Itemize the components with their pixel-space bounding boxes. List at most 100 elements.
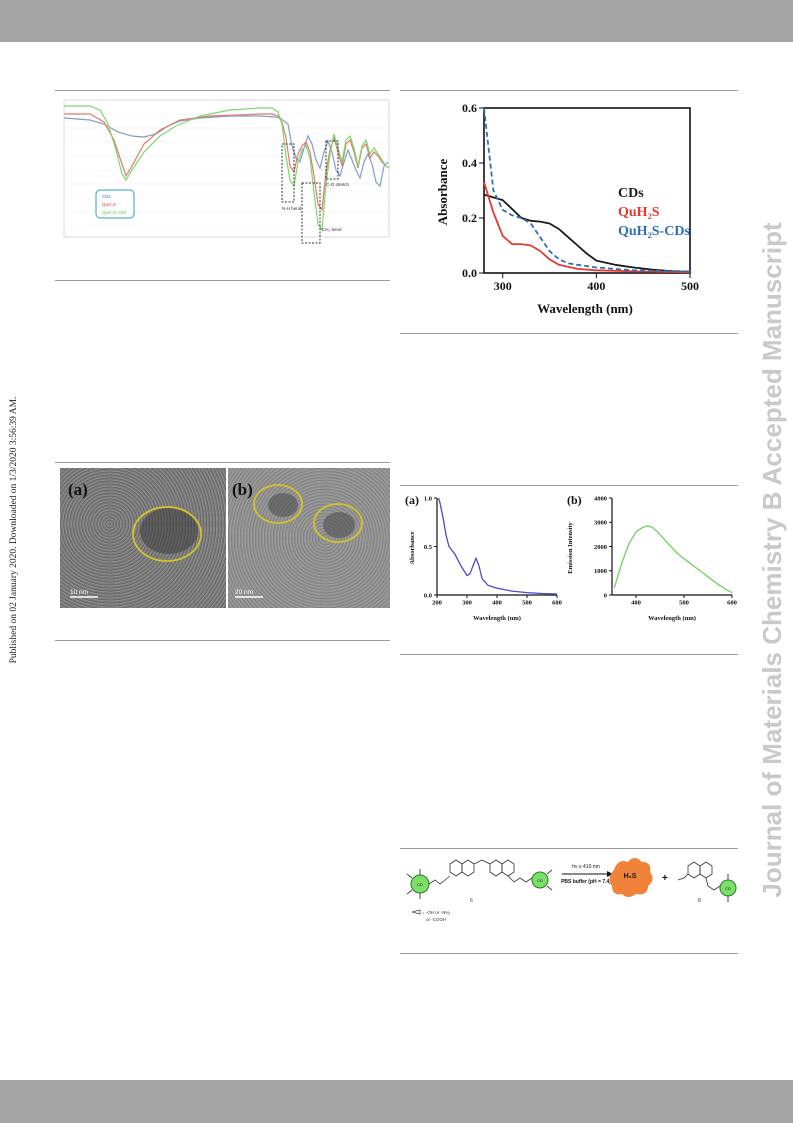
rule <box>400 485 738 486</box>
x-tick-label: 600 <box>552 600 562 607</box>
rule <box>400 654 738 655</box>
y-tick-label: 0 <box>604 592 607 599</box>
rule <box>400 333 738 334</box>
tem-figure: (a) (b) 10 nm 20 nm <box>60 468 390 608</box>
y-tick-label: 1.0 <box>424 495 432 502</box>
ch2-bend-box <box>301 182 321 244</box>
x-tick-label: 600 <box>727 600 737 607</box>
rule <box>55 462 390 463</box>
nh-bend-label: N-H bend <box>282 206 302 211</box>
legend-quh2s-cds: QuH₂S-CDs <box>618 224 690 239</box>
ligand-legend-icon <box>411 909 421 915</box>
publication-note: Published on 02 January 2020. Downloaded… <box>9 397 19 664</box>
journal-watermark: Journal of Materials Chemistry B Accepte… <box>757 222 787 898</box>
cd-label-middle: CD <box>537 878 543 883</box>
compound-8-label: 8 <box>698 898 701 904</box>
y-tick-label: 0.6 <box>462 101 477 115</box>
co-stretch-box <box>325 140 339 180</box>
tem-overlay: (a) (b) 10 nm 20 nm <box>68 480 363 598</box>
ftir-legend <box>95 189 135 219</box>
footer-bar <box>0 1080 793 1123</box>
h2s-label: H₂S <box>624 873 637 880</box>
ligand-legend-line2: or -COOH <box>426 917 446 922</box>
panel-a-label: (a) <box>405 493 419 507</box>
series-line-0 <box>483 193 691 273</box>
ftir-legend-quh2s-cds: QuH₂S-CDs <box>102 210 127 215</box>
watermark-text: Journal of Materials Chemistry B Accepte… <box>757 222 787 898</box>
x-axis-label: Wavelength (nm) <box>537 301 633 316</box>
plot-frame <box>483 107 691 274</box>
x-tick-label: 400 <box>492 600 502 607</box>
particle-outline <box>132 506 202 562</box>
scale-label-a: 10 nm <box>70 589 88 596</box>
panel-b-x-label: Wavelength (nm) <box>648 615 696 622</box>
header-bar <box>0 0 793 42</box>
x-tick-label: 500 <box>681 279 699 293</box>
h2s-bubble <box>609 858 653 897</box>
rule <box>55 640 390 641</box>
y-tick-label: 0.5 <box>424 544 433 551</box>
publication-note-text: Published on 02 January 2020. Downloaded… <box>9 397 19 664</box>
scale-label-b: 20 nm <box>235 589 253 596</box>
carbon-dot-left: CD <box>406 869 430 899</box>
rule <box>55 90 390 91</box>
arrow-condition-bottom: PBS buffer (pH = 7.4) <box>561 879 611 885</box>
series-line-1 <box>483 181 691 274</box>
legend-cds: CDs <box>618 186 644 201</box>
y-tick-label: 1000 <box>594 568 607 575</box>
x-tick-label: 300 <box>462 600 472 607</box>
x-tick-label: 400 <box>587 279 605 293</box>
panel-b-y-label: Emission Intensity <box>567 522 574 574</box>
carbon-dot-middle: CD <box>531 869 553 891</box>
series-line-0 <box>613 525 733 594</box>
tem-panel-a <box>60 468 226 608</box>
ftir-trace-cds <box>63 115 389 188</box>
legend-quh2s: QuH₂S <box>618 205 660 220</box>
compound-6-label: 6 <box>470 898 473 904</box>
x-tick-label: 200 <box>432 600 442 607</box>
plus-sign: + <box>662 873 668 884</box>
absorbance-chart: 300 400 500 0.0 0.2 0.4 0.6 Wavelength (nm) Ab… <box>435 101 699 316</box>
ftir-legend-cds: CDs <box>102 194 111 199</box>
particle-outline <box>253 484 303 524</box>
compound-6-structure <box>428 859 533 885</box>
y-tick-label: 0.4 <box>462 156 477 170</box>
y-tick-label: 4000 <box>594 495 607 502</box>
x-tick-label: 400 <box>631 600 641 607</box>
particle-outline <box>313 503 363 543</box>
compound-8-structure <box>677 861 721 891</box>
series-line-0 <box>437 497 558 595</box>
cd-label-right: CD <box>725 886 731 891</box>
cd-label-left: CD <box>417 882 423 887</box>
y-tick-label: 0.0 <box>462 266 477 280</box>
y-tick-label: 0.2 <box>462 211 477 225</box>
panel-b-label: (b) <box>567 493 582 507</box>
tem-label-b: (b) <box>232 480 253 499</box>
reaction-arrowhead <box>607 871 613 877</box>
arrow-condition-top: hν ≥ 410 nm <box>572 864 599 870</box>
tem-panel-b <box>228 468 390 608</box>
y-tick-label: 2000 <box>594 544 607 551</box>
tem-label-a: (a) <box>68 480 88 499</box>
absorbance-emission-figure: 200 300 400 500 600 0.0 0.5 1.0 (a) Wavelength … <box>405 493 737 622</box>
ftir-trace-quh2s-cds <box>64 105 390 232</box>
panel-a-y-label: Absorbance <box>409 531 416 564</box>
x-tick-label: 300 <box>494 279 512 293</box>
series-line-2 <box>483 107 691 273</box>
co-stretch-label: C-O stretch <box>326 182 350 187</box>
panel-a-x-label: Wavelength (nm) <box>473 615 521 622</box>
y-axis-label: Absorbance <box>435 159 450 226</box>
y-tick-label: 0.0 <box>424 592 432 599</box>
panel-b-emission: 400 500 600 0 1000 2000 3000 4000 (b) Wavelengt… <box>567 493 737 622</box>
x-tick-label: 500 <box>679 600 689 607</box>
ligand-legend-line1: = -OH or -NH₂ <box>422 910 451 915</box>
rule <box>400 848 738 849</box>
x-tick-label: 500 <box>522 600 532 607</box>
reaction-scheme: CD 6 CD hν ≥ 410 nm PBS buffer (pH = 7.4… <box>406 858 737 922</box>
rule <box>400 90 738 91</box>
ftir-legend-quh2s: QuH₂S <box>102 202 116 207</box>
carbon-dot-right: CD <box>719 874 737 902</box>
rule <box>400 953 738 954</box>
panel-a-absorbance: 200 300 400 500 600 0.0 0.5 1.0 (a) Wavelength … <box>405 493 562 622</box>
rule <box>55 280 390 281</box>
